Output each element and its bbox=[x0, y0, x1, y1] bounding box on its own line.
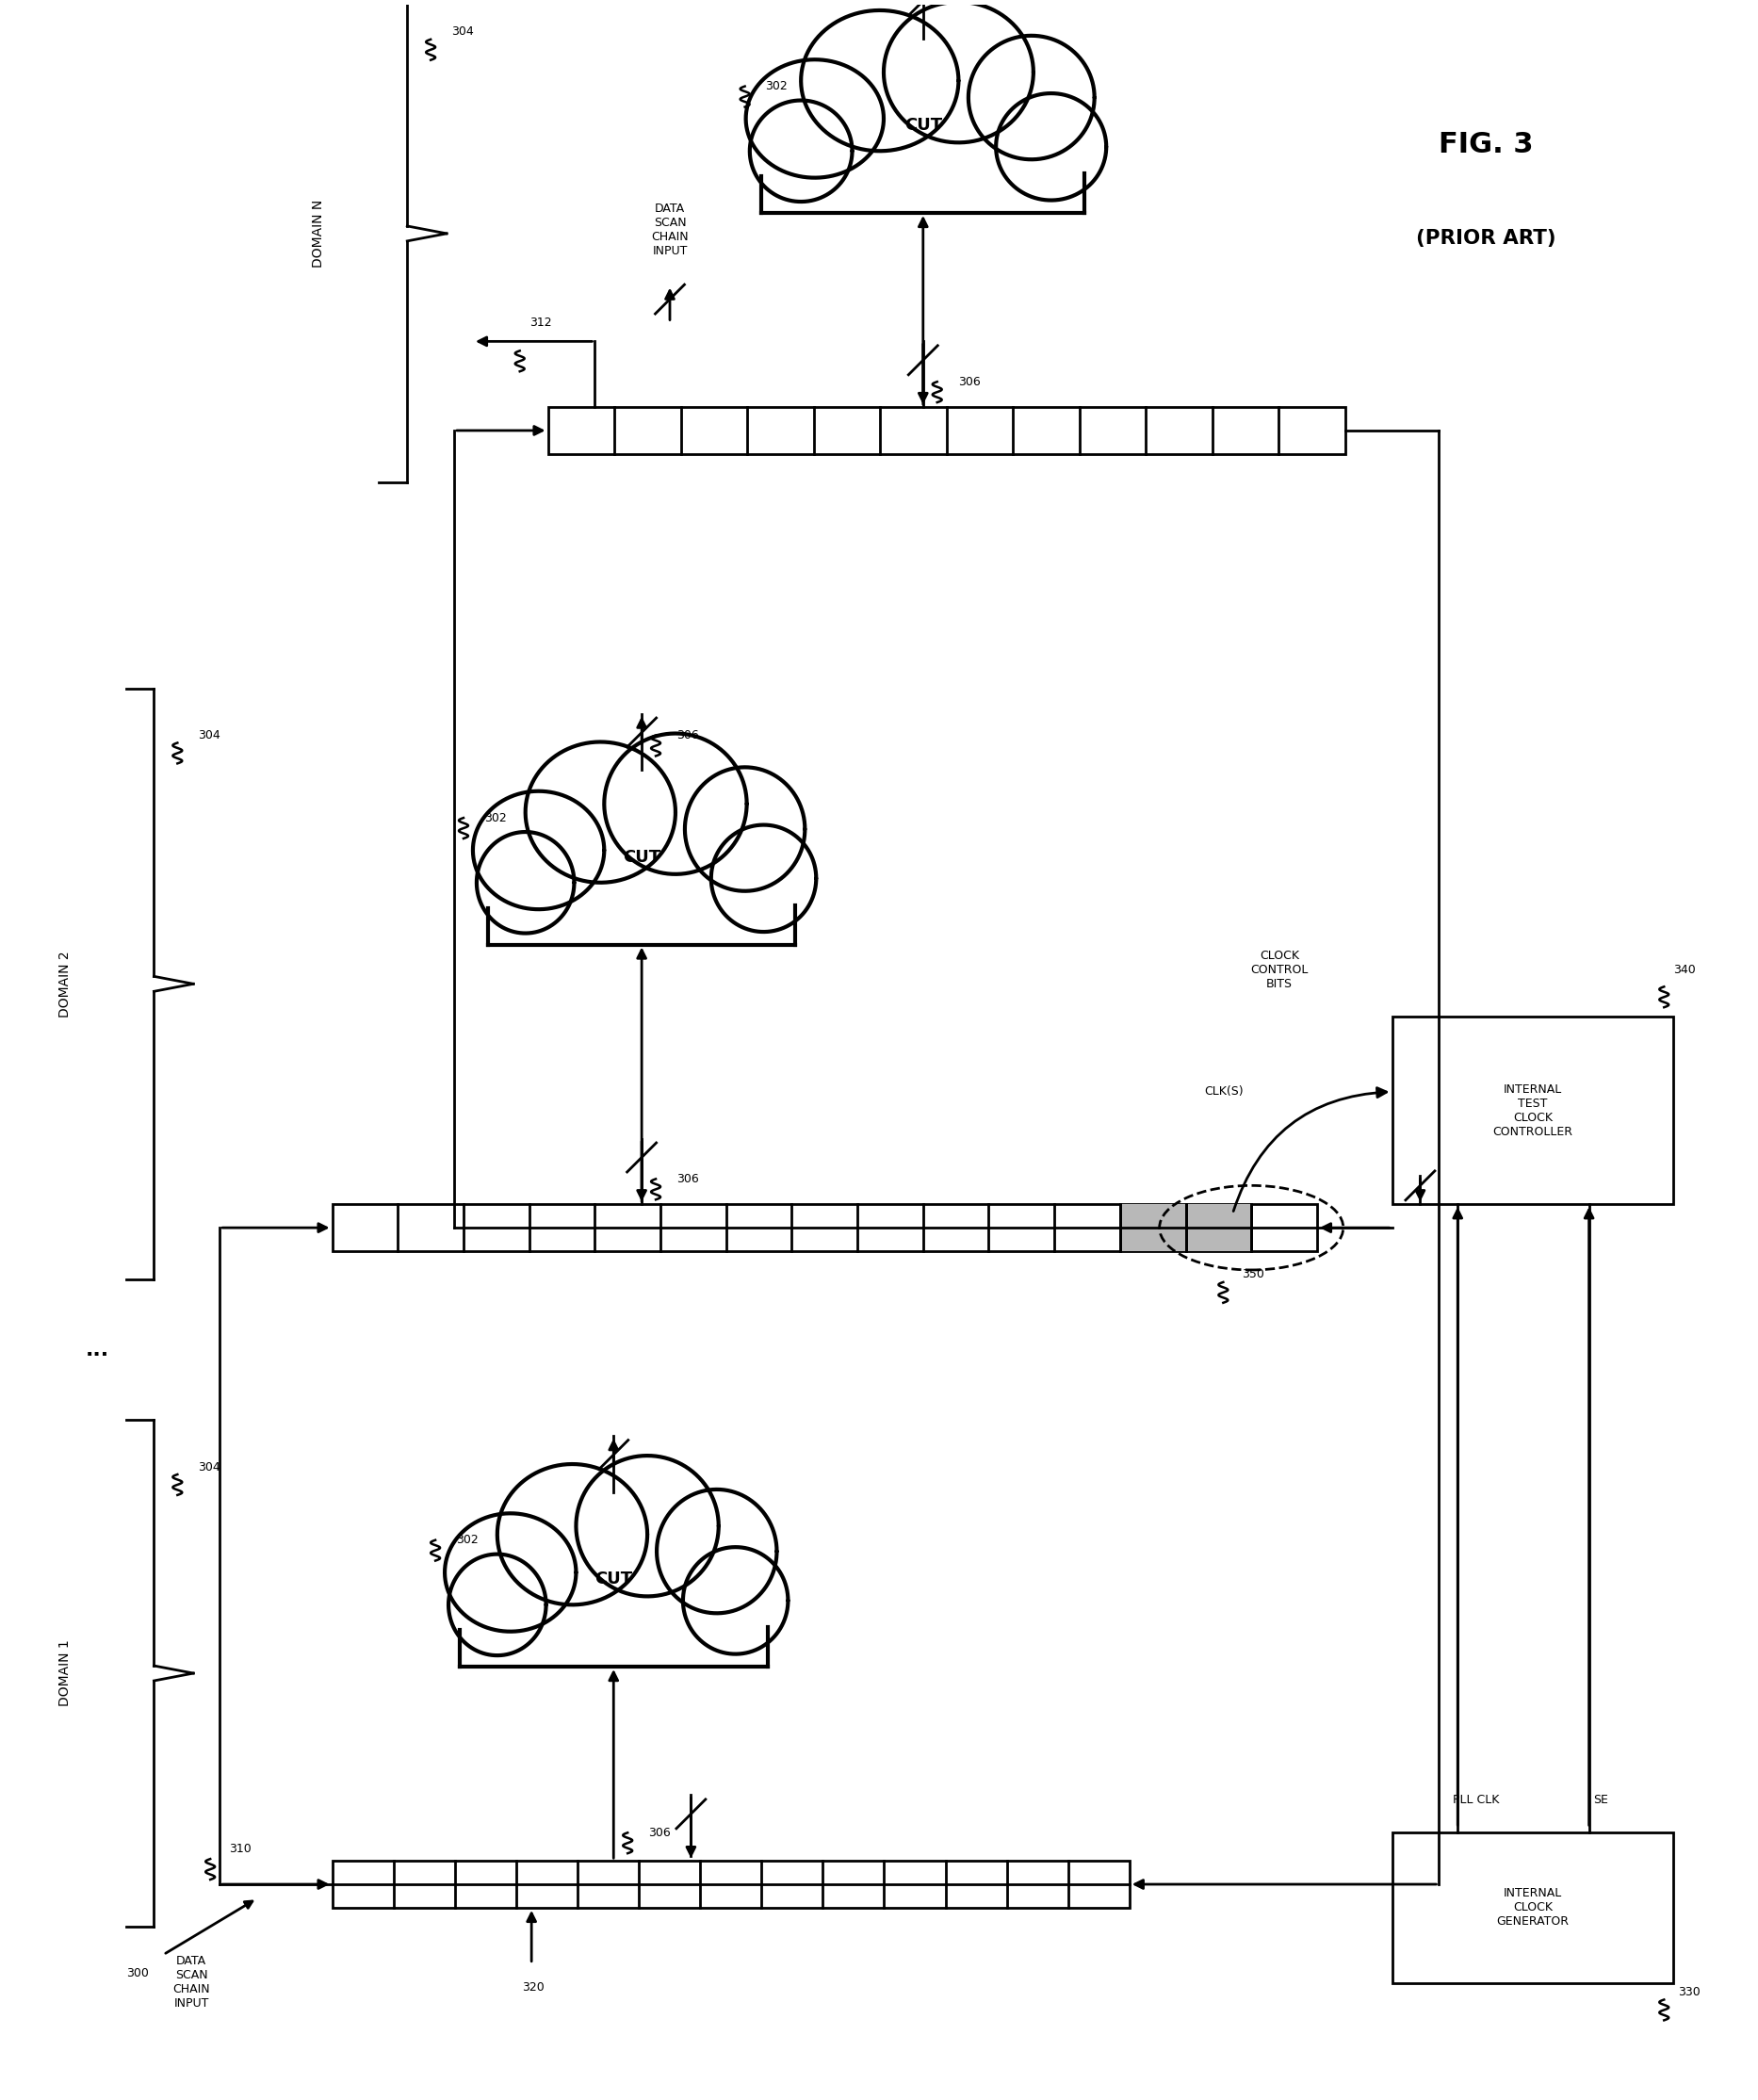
Ellipse shape bbox=[765, 34, 1081, 231]
FancyBboxPatch shape bbox=[1392, 1833, 1674, 1982]
Text: ...: ... bbox=[86, 1340, 109, 1359]
Text: CUT: CUT bbox=[622, 848, 661, 865]
Text: 304: 304 bbox=[199, 1462, 220, 1472]
Text: 306: 306 bbox=[677, 1172, 698, 1184]
Ellipse shape bbox=[993, 90, 1109, 204]
Ellipse shape bbox=[747, 99, 854, 204]
Text: 302: 302 bbox=[483, 813, 506, 823]
Text: SE: SE bbox=[1595, 1793, 1609, 1806]
Ellipse shape bbox=[742, 57, 888, 181]
Ellipse shape bbox=[464, 1489, 763, 1684]
FancyBboxPatch shape bbox=[332, 1861, 1129, 1907]
Ellipse shape bbox=[447, 1552, 548, 1659]
Ellipse shape bbox=[654, 1487, 781, 1617]
Text: CUT: CUT bbox=[594, 1571, 633, 1588]
Text: DOMAIN 1: DOMAIN 1 bbox=[58, 1640, 72, 1707]
Text: 304: 304 bbox=[452, 25, 473, 38]
FancyBboxPatch shape bbox=[1185, 1203, 1252, 1252]
Ellipse shape bbox=[492, 767, 791, 962]
Text: 310: 310 bbox=[229, 1842, 251, 1854]
Ellipse shape bbox=[680, 1544, 791, 1657]
Ellipse shape bbox=[573, 1451, 723, 1600]
Ellipse shape bbox=[682, 764, 809, 895]
Text: DATA
SCAN
CHAIN
INPUT: DATA SCAN CHAIN INPUT bbox=[172, 1955, 211, 2010]
FancyBboxPatch shape bbox=[548, 407, 1345, 454]
Text: INTERNAL
CLOCK
GENERATOR: INTERNAL CLOCK GENERATOR bbox=[1496, 1888, 1568, 1928]
Ellipse shape bbox=[601, 731, 751, 878]
Text: FIG. 3: FIG. 3 bbox=[1438, 130, 1533, 158]
Text: 300: 300 bbox=[127, 1968, 148, 1980]
Text: 350: 350 bbox=[1241, 1268, 1264, 1281]
FancyBboxPatch shape bbox=[1392, 1016, 1674, 1203]
Text: CUT: CUT bbox=[904, 118, 942, 134]
Ellipse shape bbox=[441, 1510, 580, 1634]
Ellipse shape bbox=[708, 823, 819, 934]
Text: INTERNAL
TEST
CLOCK
CONTROLLER: INTERNAL TEST CLOCK CONTROLLER bbox=[1493, 1084, 1573, 1138]
Ellipse shape bbox=[522, 739, 679, 886]
Text: 320: 320 bbox=[522, 1980, 545, 1993]
FancyBboxPatch shape bbox=[332, 1203, 1317, 1252]
Ellipse shape bbox=[469, 788, 608, 911]
Text: PLL CLK: PLL CLK bbox=[1454, 1793, 1500, 1806]
Text: 306: 306 bbox=[677, 729, 698, 741]
Text: 304: 304 bbox=[199, 729, 220, 741]
Text: 306: 306 bbox=[958, 376, 981, 388]
Ellipse shape bbox=[965, 32, 1097, 162]
Ellipse shape bbox=[475, 830, 577, 937]
Text: (PRIOR ART): (PRIOR ART) bbox=[1415, 229, 1556, 248]
Text: 302: 302 bbox=[765, 80, 788, 92]
FancyBboxPatch shape bbox=[1120, 1203, 1185, 1252]
Text: DOMAIN 2: DOMAIN 2 bbox=[58, 951, 72, 1016]
Text: DATA
SCAN
CHAIN
INPUT: DATA SCAN CHAIN INPUT bbox=[650, 202, 689, 256]
Text: 312: 312 bbox=[529, 317, 552, 330]
Text: CLK(S): CLK(S) bbox=[1204, 1086, 1243, 1098]
Ellipse shape bbox=[881, 0, 1037, 147]
Text: 306: 306 bbox=[649, 1827, 670, 1840]
Text: CLOCK
CONTROL
BITS: CLOCK CONTROL BITS bbox=[1250, 949, 1308, 989]
Text: DOMAIN N: DOMAIN N bbox=[311, 200, 325, 267]
Ellipse shape bbox=[796, 6, 962, 155]
Text: 330: 330 bbox=[1679, 1987, 1700, 1999]
Text: 302: 302 bbox=[455, 1533, 478, 1546]
Ellipse shape bbox=[494, 1462, 650, 1609]
Text: 340: 340 bbox=[1674, 964, 1696, 976]
